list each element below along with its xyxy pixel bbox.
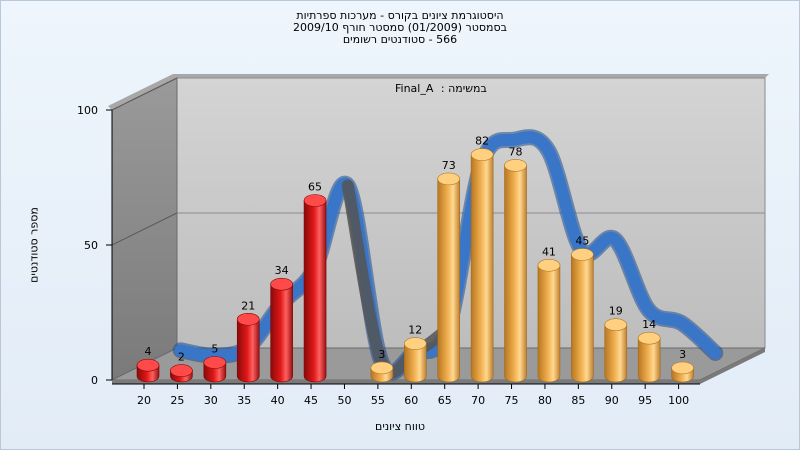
bar-40: 34	[270, 264, 293, 383]
x-tick-label-50: 50	[337, 394, 351, 407]
bar-cap-60	[403, 337, 427, 350]
y-tick-label-50: 50	[84, 239, 98, 252]
x-tick-label-90: 90	[605, 394, 619, 407]
x-tick-label-20: 20	[137, 394, 151, 407]
bar-70: 82	[470, 135, 494, 383]
bar-35: 21	[236, 299, 260, 383]
y-tick-label-100: 100	[77, 104, 98, 117]
bar-cap-70	[470, 148, 494, 161]
x-tick-label-100: 100	[668, 394, 689, 407]
x-tick-label-35: 35	[237, 394, 251, 407]
bar-cap-90	[604, 318, 628, 332]
x-tick-label-95: 95	[638, 394, 652, 407]
bar-cap-75	[504, 159, 527, 172]
bar-85: 45	[571, 235, 594, 383]
assignment-value: Final_A	[395, 82, 434, 95]
chart-title: היסטוגרמת ציונים בקורס - מערכות ספרתיות …	[0, 10, 800, 46]
bar-body-95	[637, 337, 661, 383]
bar-body-75	[504, 165, 527, 383]
bar-45: 65	[303, 181, 327, 383]
data-label-75: 78	[509, 145, 523, 158]
data-label-90: 19	[609, 305, 623, 318]
x-tick-label-45: 45	[304, 394, 318, 407]
data-label-100: 3	[679, 348, 686, 361]
x-tick-label-70: 70	[471, 394, 485, 407]
x-tick-label-80: 80	[538, 394, 552, 407]
x-tick-label-65: 65	[438, 394, 452, 407]
bar-body-65	[437, 178, 461, 383]
bar-60: 12	[403, 324, 427, 383]
bar-body-85	[571, 254, 594, 383]
bar-cap-100	[671, 361, 694, 375]
grid-side-100	[111, 77, 178, 111]
bar-25: 2	[170, 351, 193, 383]
y-tick-label-0: 0	[91, 374, 98, 387]
bar-cap-45	[303, 194, 327, 207]
bar-90: 19	[604, 305, 628, 383]
x-tick-label-40: 40	[271, 394, 285, 407]
bar-80: 41	[537, 245, 561, 383]
x-tick-label-55: 55	[371, 394, 385, 407]
bar-cap-25	[170, 364, 193, 377]
bar-30: 5	[203, 343, 227, 383]
bar-cap-95	[637, 331, 661, 345]
data-label-40: 34	[275, 264, 289, 277]
bar-body-90	[604, 324, 628, 383]
data-label-85: 45	[575, 235, 589, 248]
data-label-35: 21	[241, 299, 255, 312]
bar-cap-65	[437, 172, 461, 186]
grid-side-50	[111, 212, 178, 246]
title-line-2: בסמסטר (01/2009) סמסטר חורף 2009/10	[293, 21, 507, 34]
data-label-70: 82	[475, 135, 489, 148]
title-line-3: 566 - סטודנטים רשומים	[342, 33, 458, 46]
title-line-1: היסטוגרמת ציונים בקורס - מערכות ספרתיות	[296, 9, 504, 22]
y-axis-label: מספר סטודנטים	[27, 207, 41, 283]
bar-cap-55	[370, 361, 394, 375]
x-tick-label-60: 60	[404, 394, 418, 407]
x-tick-label-30: 30	[204, 394, 218, 407]
x-tick-label-25: 25	[170, 394, 184, 407]
x-tick-label-75: 75	[505, 394, 519, 407]
data-label-45: 65	[308, 181, 322, 194]
data-label-95: 14	[642, 318, 656, 331]
x-axis-label: טווח ציונים	[375, 420, 425, 433]
data-label-80: 41	[542, 245, 556, 258]
bar-20: 4	[136, 345, 160, 383]
x-tick-label-85: 85	[571, 394, 585, 407]
bar-cap-85	[571, 248, 594, 261]
data-label-65: 73	[442, 159, 456, 172]
bar-95: 14	[637, 318, 661, 383]
bar-55: 3	[370, 348, 394, 383]
bar-cap-80	[537, 258, 561, 272]
bar-cap-30	[203, 356, 227, 369]
bar-body-60	[403, 343, 427, 383]
data-label-25: 2	[178, 351, 185, 364]
bar-body-35	[236, 319, 260, 383]
data-label-55: 3	[378, 348, 385, 361]
data-label-30: 5	[211, 343, 218, 356]
bar-65: 73	[437, 159, 461, 383]
bar-body-40	[270, 283, 293, 383]
bar-cap-35	[236, 312, 260, 326]
assignment-annotation: Final_A במשימה :	[395, 82, 487, 95]
bar-cap-40	[270, 277, 293, 291]
bar-body-45	[303, 200, 327, 383]
data-label-20: 4	[145, 345, 152, 358]
bar-body-70	[470, 154, 494, 383]
bar-cap-20	[136, 358, 160, 372]
bar-100: 3	[671, 348, 694, 383]
bar-75: 78	[504, 145, 527, 383]
bar-body-80	[537, 265, 561, 383]
data-label-60: 12	[408, 324, 422, 337]
assignment-label: במשימה :	[440, 82, 487, 95]
